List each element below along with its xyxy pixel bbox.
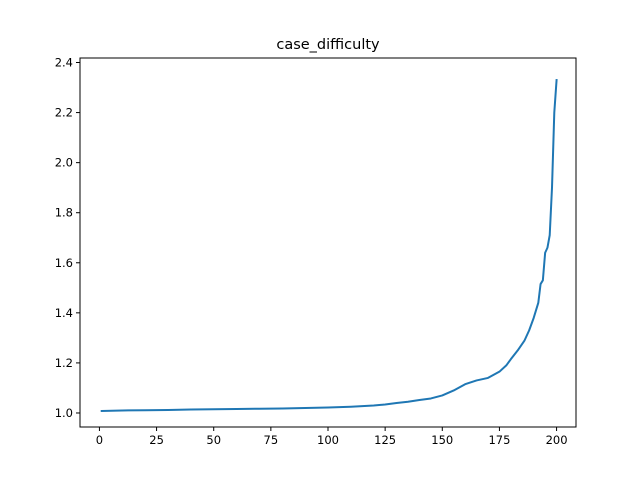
x-tick-label: 50: [206, 433, 221, 447]
y-tick-label: 1.2: [55, 356, 73, 370]
y-tick-label: 1.8: [55, 206, 73, 220]
y-tick-label: 2.4: [55, 56, 73, 70]
x-tick-label: 0: [96, 433, 103, 447]
x-tick-label: 25: [149, 433, 164, 447]
x-axis: 0 25 50 75 100 125 150 175 200: [96, 427, 568, 447]
y-tick-label: 2.2: [55, 106, 73, 120]
x-tick-label: 175: [488, 433, 510, 447]
y-tick-label: 1.6: [55, 256, 73, 270]
x-tick-label: 200: [546, 433, 568, 447]
y-tick-label: 2.0: [55, 156, 73, 170]
y-axis: 1.0 1.2 1.4 1.6 1.8 2.0 2.2 2.4: [55, 56, 80, 420]
y-tick-label: 1.4: [55, 306, 73, 320]
x-tick-label: 75: [264, 433, 279, 447]
series-line-0: [100, 78, 558, 413]
x-tick-label: 150: [431, 433, 453, 447]
y-tick-label: 1.0: [55, 406, 73, 420]
chart-title: case_difficulty: [276, 37, 380, 53]
x-tick-label: 125: [374, 433, 396, 447]
x-tick-label: 100: [317, 433, 339, 447]
